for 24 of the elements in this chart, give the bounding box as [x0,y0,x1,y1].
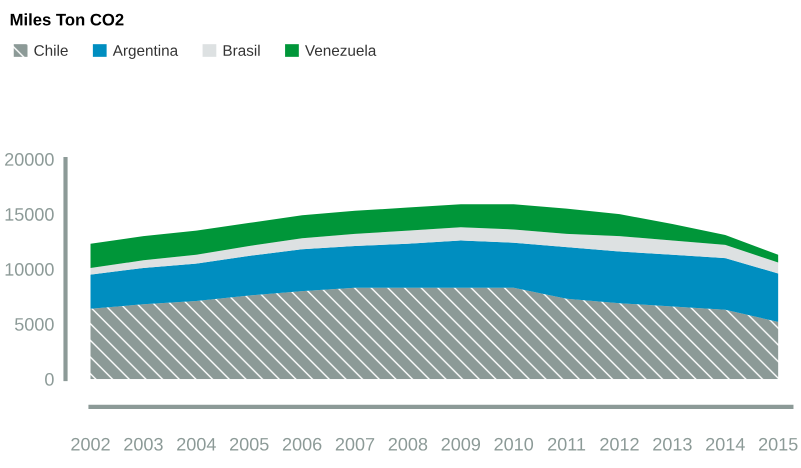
x-tick-label: 2002 [71,438,110,451]
x-tick-label: 2013 [653,438,692,451]
y-tick-label: 20000 [5,153,54,166]
y-tick-label: 5000 [14,318,54,331]
x-tick-label: 2008 [388,438,428,451]
y-tick-label: 15000 [6,208,54,221]
x-tick-label: 2003 [124,438,163,451]
x-tick-label: 2006 [282,438,322,451]
x-tick-label: 2007 [336,438,374,451]
x-tick-label: 2014 [706,438,745,451]
x-tick-label: 2010 [494,438,534,451]
x-tick-label: 2005 [230,438,269,451]
legend-label: Argentina [112,44,178,59]
x-tick-label: 2015 [758,438,798,451]
x-tick-label: 2009 [442,438,480,451]
y-tick-label: 0 [45,373,54,386]
legend-label: Brasil [224,44,260,56]
x-tick-label: 2004 [177,438,216,451]
x-tick-label: 2011 [548,438,586,451]
legend-label: Chile [34,44,68,56]
x-tick-label: 2012 [600,438,639,451]
legend-label: Venezuela [305,44,376,56]
y-tick-label: 10000 [6,263,54,276]
chart-title: Miles Ton CO2 [10,13,124,26]
